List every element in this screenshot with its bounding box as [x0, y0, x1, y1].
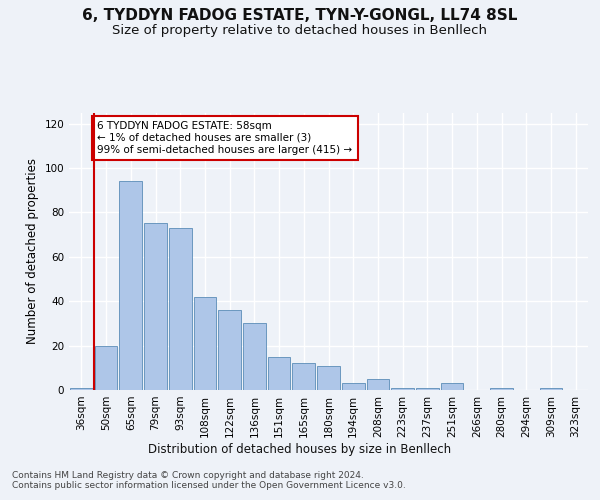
Bar [416, 388, 439, 390]
Bar [169, 228, 191, 390]
Bar [218, 310, 241, 390]
Y-axis label: Number of detached properties: Number of detached properties [26, 158, 39, 344]
Bar [342, 384, 365, 390]
Bar [95, 346, 118, 390]
Bar [144, 224, 167, 390]
Bar [268, 356, 290, 390]
Bar [391, 388, 414, 390]
Bar [70, 388, 93, 390]
Bar [194, 297, 216, 390]
Text: 6 TYDDYN FADOG ESTATE: 58sqm
← 1% of detached houses are smaller (3)
99% of semi: 6 TYDDYN FADOG ESTATE: 58sqm ← 1% of det… [97, 122, 353, 154]
Text: Contains HM Land Registry data © Crown copyright and database right 2024.
Contai: Contains HM Land Registry data © Crown c… [12, 471, 406, 490]
Bar [119, 182, 142, 390]
Text: Distribution of detached houses by size in Benllech: Distribution of detached houses by size … [148, 442, 452, 456]
Bar [490, 388, 513, 390]
Bar [367, 379, 389, 390]
Bar [539, 388, 562, 390]
Bar [441, 384, 463, 390]
Text: 6, TYDDYN FADOG ESTATE, TYN-Y-GONGL, LL74 8SL: 6, TYDDYN FADOG ESTATE, TYN-Y-GONGL, LL7… [82, 8, 518, 22]
Bar [317, 366, 340, 390]
Text: Size of property relative to detached houses in Benllech: Size of property relative to detached ho… [113, 24, 487, 37]
Bar [292, 364, 315, 390]
Bar [243, 324, 266, 390]
